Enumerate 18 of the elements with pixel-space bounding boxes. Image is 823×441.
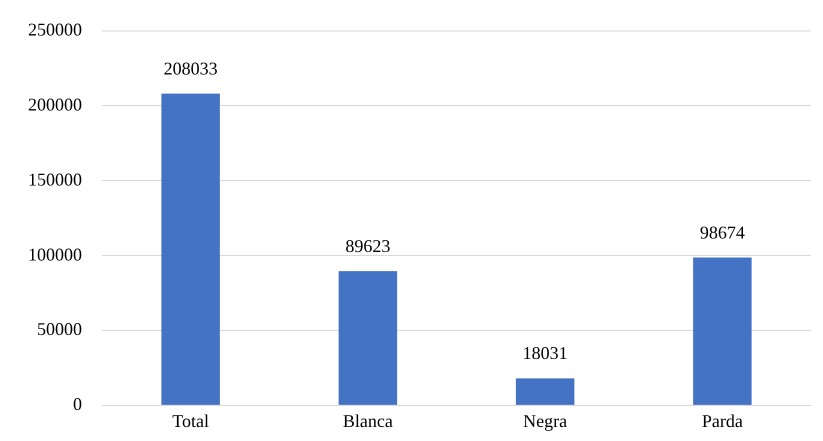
y-tick-label: 100000: [28, 244, 82, 264]
y-tick-label: 150000: [28, 169, 82, 190]
y-tick-label: 200000: [28, 94, 82, 114]
data-label: 98674: [700, 222, 745, 242]
data-label: 208033: [164, 58, 218, 78]
x-tick-label: Total: [172, 410, 209, 431]
bar: [693, 258, 752, 405]
bar: [161, 94, 220, 405]
y-tick-label: 250000: [28, 20, 82, 40]
data-label: 89623: [345, 236, 390, 256]
y-tick-label: 50000: [37, 319, 82, 340]
data-label: 18031: [522, 343, 568, 364]
x-tick-label: Negra: [523, 410, 568, 431]
bar: [338, 271, 398, 405]
x-tick-label: Parda: [702, 410, 743, 431]
y-tick-label: 0: [73, 394, 82, 414]
x-tick-label: Blanca: [342, 410, 393, 431]
bar: [516, 378, 574, 405]
